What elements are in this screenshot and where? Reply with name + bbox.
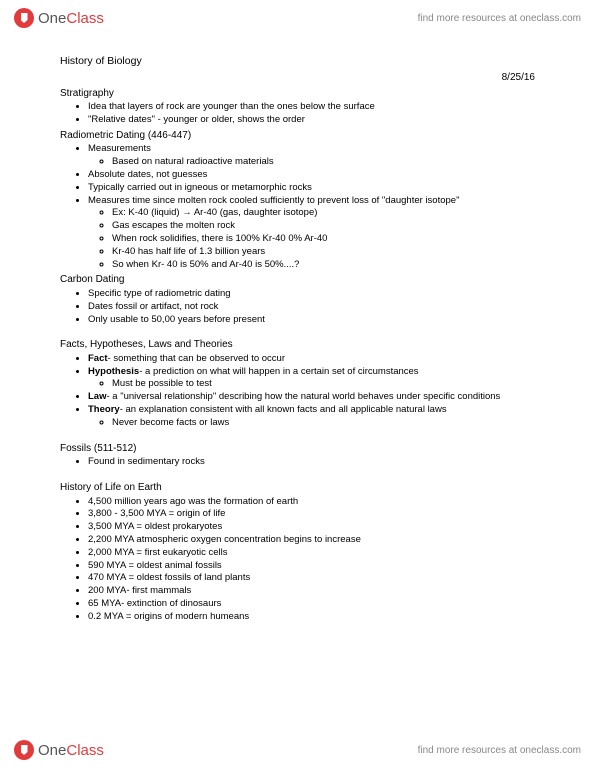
list-item: Law- a "universal relationship" describi… (88, 391, 535, 404)
list-item: Absolute dates, not guesses (88, 169, 535, 182)
list-item: 0.2 MYA = origins of modern humeans (88, 611, 535, 624)
list-item: Never become facts or laws (112, 417, 535, 430)
list-item: 590 MYA = oldest animal fossils (88, 560, 535, 573)
list-item: Must be possible to test (112, 378, 535, 391)
list-item: 200 MYA- first mammals (88, 585, 535, 598)
section-heading: Stratigraphy (60, 87, 535, 101)
section-spacer (60, 471, 535, 479)
list-item: Specific type of radiometric dating (88, 288, 535, 301)
bullet-list: 4,500 million years ago was the formatio… (60, 496, 535, 624)
logo-text-class: Class (66, 10, 104, 27)
sections-container: StratigraphyIdea that layers of rock are… (60, 87, 535, 624)
term-bold: Theory (88, 404, 120, 415)
section-heading: Facts, Hypotheses, Laws and Theories (60, 338, 535, 352)
doc-date: 8/25/16 (60, 71, 535, 85)
term-rest: - a "universal relationship" describing … (106, 391, 500, 402)
section-spacer (60, 328, 535, 336)
bullet-list: Ex: K-40 (liquid) → Ar-40 (gas, daughter… (88, 207, 535, 271)
bullet-list: Based on natural radioactive materials (88, 156, 535, 169)
list-item: 3,800 - 3,500 MYA = origin of life (88, 508, 535, 521)
bullet-list: Fact- something that can be observed to … (60, 353, 535, 430)
logo-icon (14, 8, 34, 28)
bullet-list: Specific type of radiometric datingDates… (60, 288, 535, 326)
section-heading: Fossils (511-512) (60, 442, 535, 456)
document-body: History of Biology 8/25/16 StratigraphyI… (0, 36, 595, 632)
list-item: MeasurementsBased on natural radioactive… (88, 143, 535, 169)
list-item: Only usable to 50,00 years before presen… (88, 314, 535, 327)
list-item: 470 MYA = oldest fossils of land plants (88, 572, 535, 585)
term-rest: - something that can be observed to occu… (108, 353, 285, 364)
list-item: Hypothesis- a prediction on what will ha… (88, 366, 535, 392)
list-item: 3,500 MYA = oldest prokaryotes (88, 521, 535, 534)
list-item: "Relative dates" - younger or older, sho… (88, 114, 535, 127)
doc-title: History of Biology (60, 54, 535, 68)
section-spacer (60, 432, 535, 440)
section-heading: Carbon Dating (60, 273, 535, 287)
term-bold: Fact (88, 353, 108, 364)
list-item: When rock solidifies, there is 100% Kr-4… (112, 233, 535, 246)
brand-logo: OneClass (14, 8, 104, 28)
list-item: So when Kr- 40 is 50% and Ar-40 is 50%..… (112, 259, 535, 272)
list-item: Kr-40 has half life of 1.3 billion years (112, 246, 535, 259)
bullet-list: Must be possible to test (88, 378, 535, 391)
list-item: Gas escapes the molten rock (112, 220, 535, 233)
term-bold: Hypothesis (88, 366, 139, 377)
logo-text-one: One (38, 10, 66, 27)
list-item: Dates fossil or artifact, not rock (88, 301, 535, 314)
list-item: Idea that layers of rock are younger tha… (88, 101, 535, 114)
list-item: 65 MYA- extinction of dinosaurs (88, 598, 535, 611)
list-item: Based on natural radioactive materials (112, 156, 535, 169)
list-item: Measures time since molten rock cooled s… (88, 195, 535, 272)
section-heading: History of Life on Earth (60, 481, 535, 495)
page-footer: OneClass find more resources at oneclass… (0, 732, 595, 768)
section-heading: Radiometric Dating (446-447) (60, 129, 535, 143)
footer-tagline: find more resources at oneclass.com (418, 745, 581, 756)
bullet-list: Never become facts or laws (88, 417, 535, 430)
page-header: OneClass find more resources at oneclass… (0, 0, 595, 36)
term-rest: - a prediction on what will happen in a … (139, 366, 418, 377)
list-item: Fact- something that can be observed to … (88, 353, 535, 366)
bullet-list: MeasurementsBased on natural radioactive… (60, 143, 535, 271)
list-item: 2,000 MYA = first eukaryotic cells (88, 547, 535, 560)
list-item: 4,500 million years ago was the formatio… (88, 496, 535, 509)
footer-logo-text: OneClass (38, 742, 104, 759)
footer-brand-logo: OneClass (14, 740, 104, 760)
list-item: Theory- an explanation consistent with a… (88, 404, 535, 430)
list-item: 2,200 MYA atmospheric oxygen concentrati… (88, 534, 535, 547)
list-item: Found in sedimentary rocks (88, 456, 535, 469)
footer-logo-icon (14, 740, 34, 760)
term-rest: - an explanation consistent with all kno… (120, 404, 447, 415)
logo-text: OneClass (38, 10, 104, 27)
list-item: Typically carried out in igneous or meta… (88, 182, 535, 195)
header-tagline: find more resources at oneclass.com (418, 13, 581, 24)
list-item: Ex: K-40 (liquid) → Ar-40 (gas, daughter… (112, 207, 535, 220)
bullet-list: Found in sedimentary rocks (60, 456, 535, 469)
term-bold: Law (88, 391, 106, 402)
footer-logo-class: Class (66, 742, 104, 759)
footer-logo-one: One (38, 742, 66, 759)
bullet-list: Idea that layers of rock are younger tha… (60, 101, 535, 127)
